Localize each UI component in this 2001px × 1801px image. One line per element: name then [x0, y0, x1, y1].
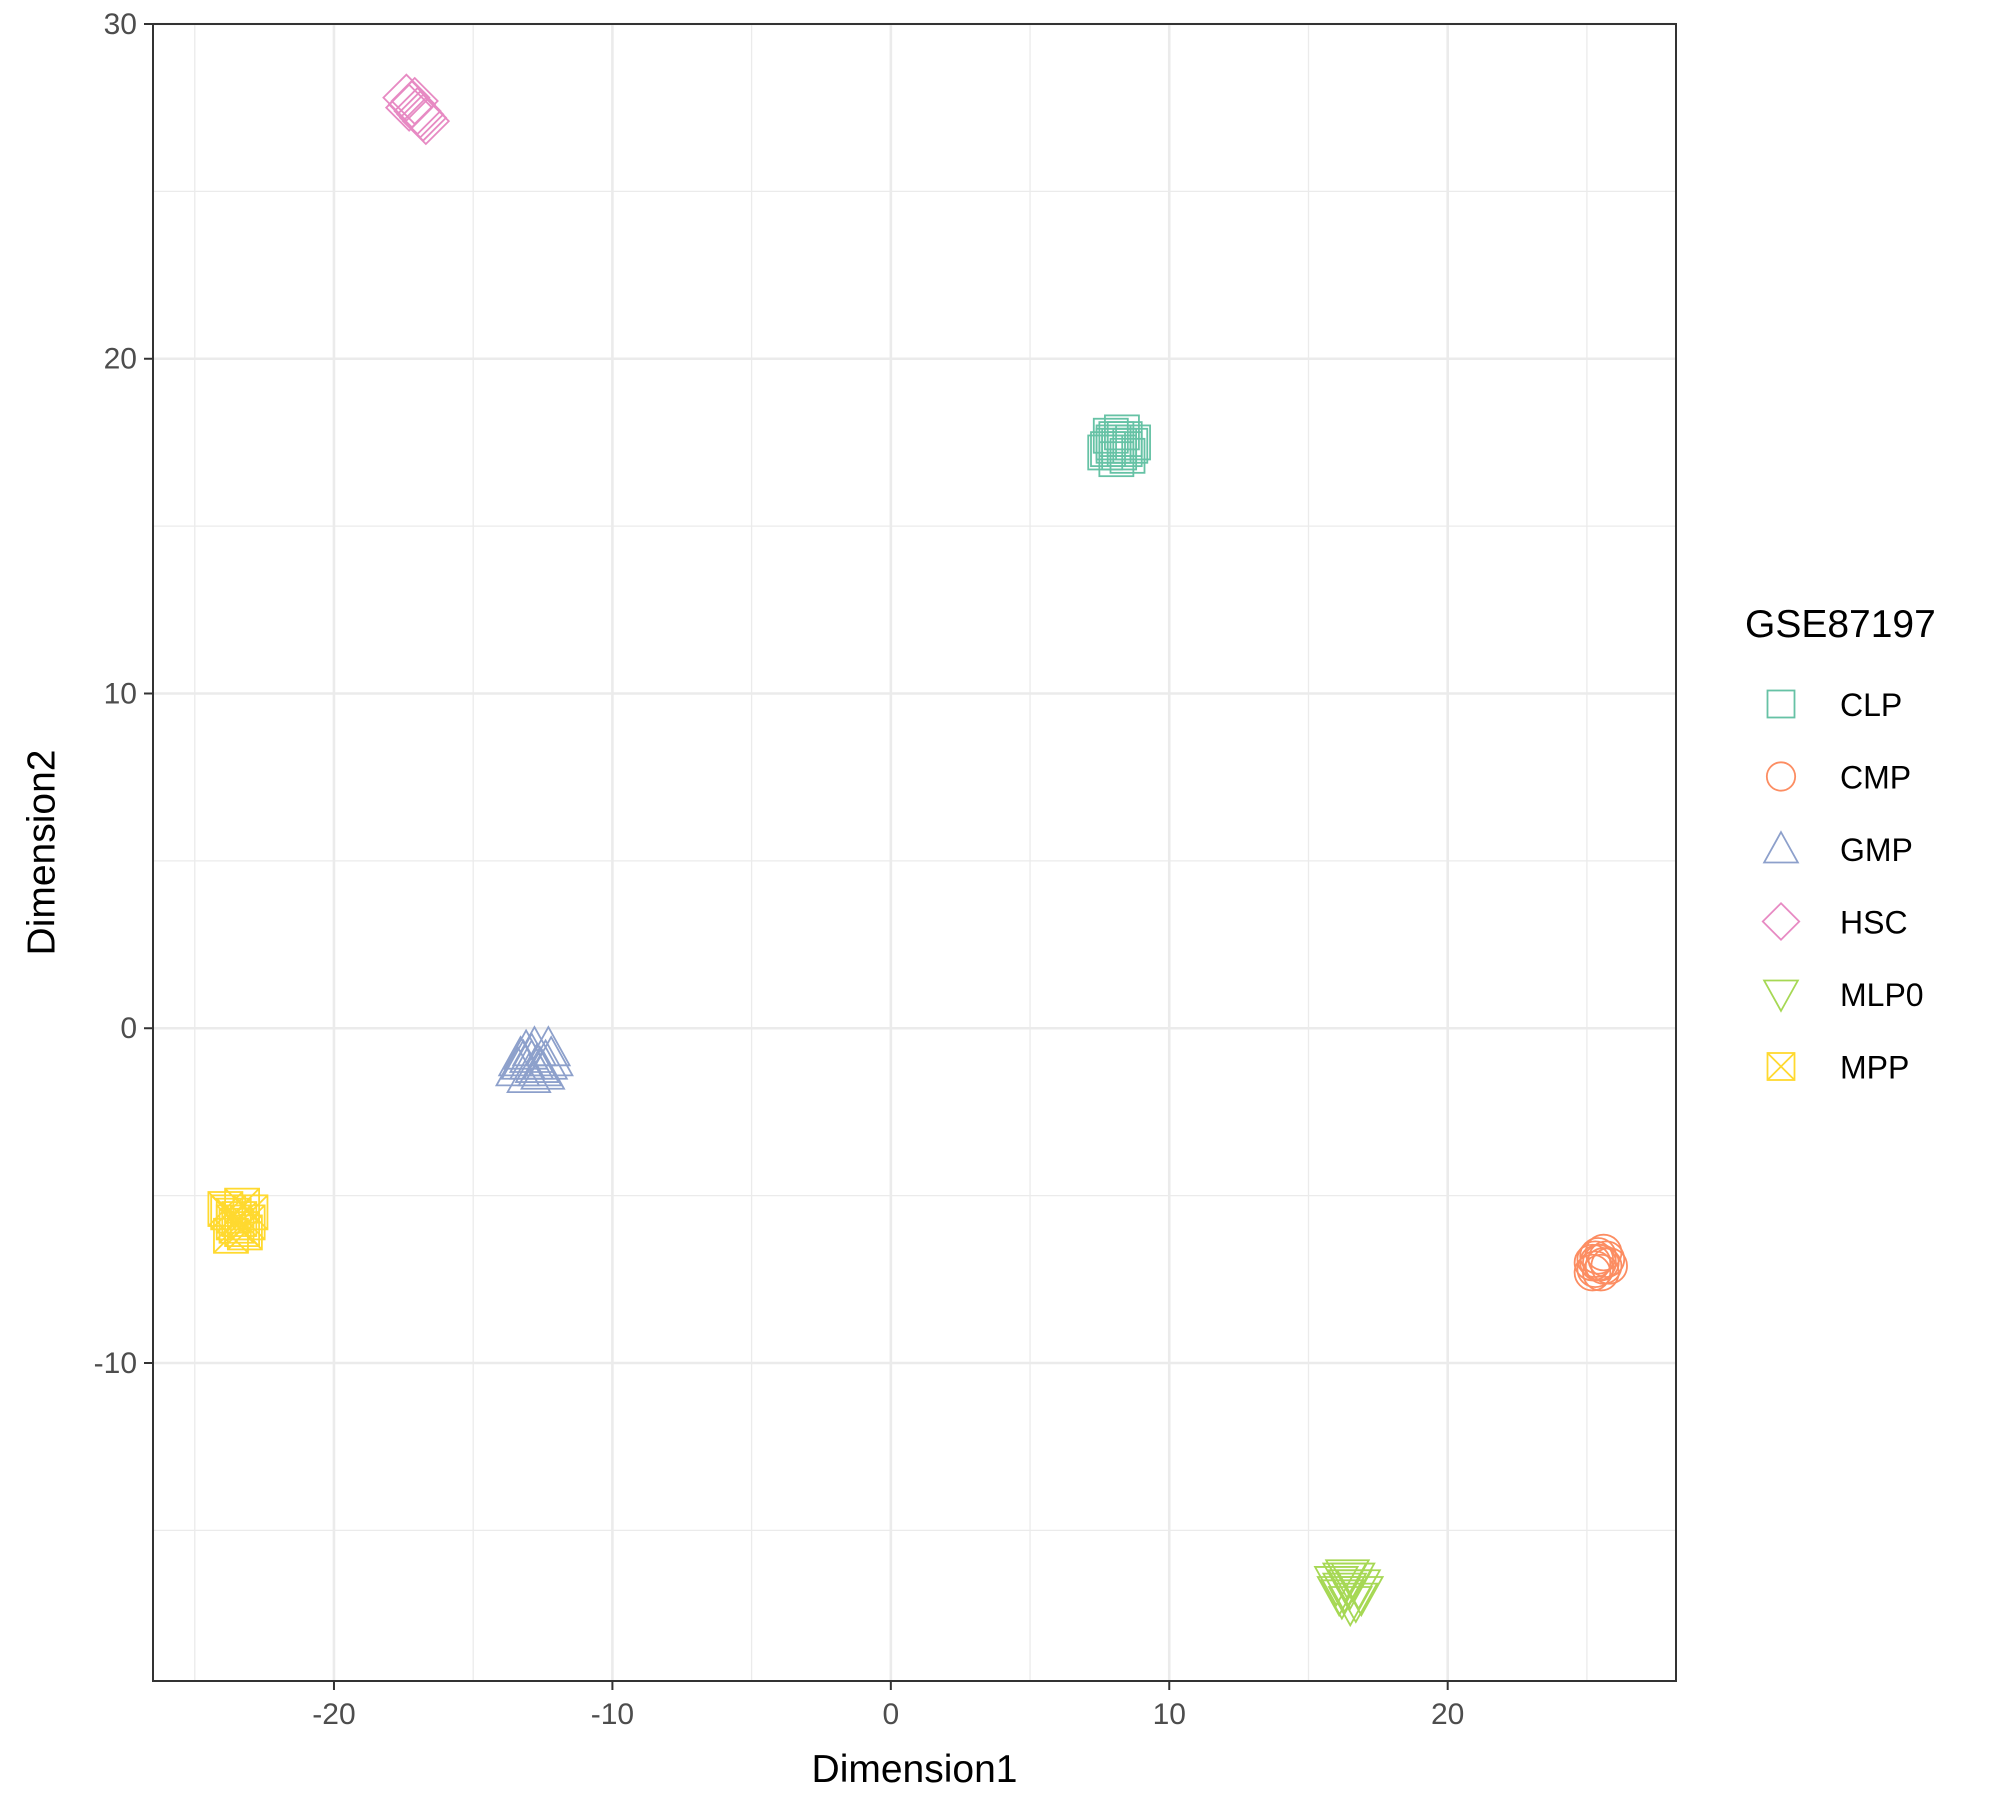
y-tick-label: 10: [104, 677, 137, 710]
panel-border: [152, 23, 1677, 1682]
x-tick-label: 10: [1153, 1698, 1186, 1731]
series-mlp0: [1313, 1559, 1385, 1628]
data-points: [207, 73, 1628, 1628]
legend-item-hsc: HSC: [1761, 902, 1908, 941]
legend-key: [1766, 689, 1796, 719]
legend-item-clp: CLP: [1766, 687, 1902, 723]
data-point: [508, 1038, 555, 1080]
legend: GSE87197 CLP CMP GMP HSC MLP0 MPP: [1745, 603, 1936, 1086]
legend-item-mlp0: MLP0: [1762, 977, 1924, 1013]
series-cmp: [1573, 1233, 1628, 1292]
data-point: [1333, 1582, 1379, 1624]
x-tick-label: -10: [591, 1698, 634, 1731]
data-point: [1098, 421, 1135, 457]
minor-gridlines: [153, 24, 1676, 1681]
series-gmp: [494, 1025, 574, 1094]
data-point: [1101, 427, 1138, 464]
x-tick-label: 0: [882, 1698, 899, 1731]
data-point: [229, 1204, 266, 1241]
legend-item-cmp: CMP: [1765, 760, 1911, 796]
y-axis-title: Dimension2: [20, 750, 63, 956]
y-axis-ticks: -10 0 10 20 30: [94, 8, 153, 1380]
series-mpp: [207, 1187, 269, 1254]
data-point: [520, 1048, 566, 1090]
data-point: [497, 1035, 544, 1077]
series-hsc: [382, 73, 451, 146]
legend-key: [1762, 979, 1800, 1013]
y-tick-label: 0: [120, 1012, 137, 1045]
legend-label: HSC: [1840, 905, 1908, 941]
x-tick-label: -20: [312, 1698, 355, 1731]
x-axis-ticks: -20 -10 0 10 20: [312, 1681, 1464, 1731]
legend-key: [1761, 902, 1801, 941]
legend-key: [1762, 830, 1800, 864]
data-point: [1573, 1253, 1612, 1292]
x-tick-label: 20: [1431, 1698, 1464, 1731]
x-axis-title: Dimension1: [812, 1748, 1018, 1791]
legend-key: [1766, 1052, 1796, 1081]
y-tick-label: 20: [104, 343, 137, 376]
series-clp: [1087, 414, 1151, 478]
legend-label: MLP0: [1840, 977, 1924, 1013]
data-point: [1087, 434, 1124, 471]
data-point: [1321, 1562, 1368, 1604]
data-point: [1576, 1250, 1615, 1289]
legend-item-gmp: GMP: [1762, 830, 1913, 868]
y-tick-label: 30: [104, 8, 137, 41]
data-point: [514, 1041, 561, 1083]
legend-label: CMP: [1840, 760, 1911, 796]
data-point: [525, 1025, 572, 1067]
legend-title: GSE87197: [1745, 603, 1936, 646]
legend-label: GMP: [1840, 832, 1913, 868]
data-point: [1327, 1569, 1374, 1611]
data-point: [1579, 1237, 1617, 1275]
data-point: [1582, 1243, 1620, 1282]
data-point: [1576, 1240, 1615, 1278]
legend-label: CLP: [1840, 687, 1902, 723]
y-tick-label: -10: [94, 1347, 137, 1380]
data-point: [1106, 431, 1143, 468]
data-point: [1327, 1586, 1374, 1628]
legend-key: [1765, 761, 1797, 792]
data-point: [1587, 1240, 1626, 1278]
legend-item-mpp: MPP: [1766, 1050, 1909, 1086]
data-point: [210, 1194, 247, 1231]
legend-label: MPP: [1840, 1050, 1909, 1086]
data-point: [1316, 1576, 1362, 1618]
data-point: [401, 96, 451, 146]
